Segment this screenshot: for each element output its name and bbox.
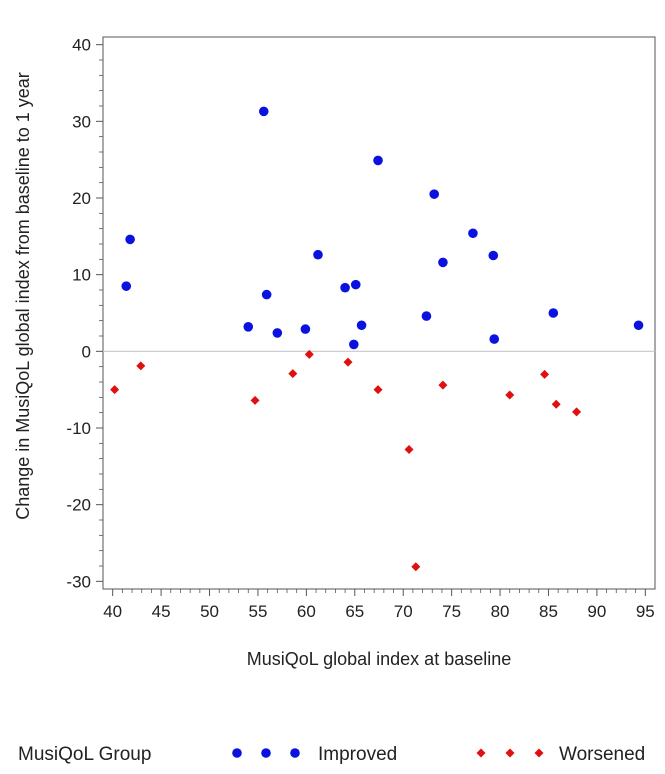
legend-worsened-symbol (505, 748, 515, 758)
point-improved (488, 250, 499, 261)
point-improved (349, 339, 359, 350)
y-tick-label: 10 (72, 266, 91, 285)
x-tick-label: 70 (394, 602, 413, 621)
point-improved (300, 324, 311, 334)
legend: MusiQoL Group Improved Worsened (18, 744, 645, 765)
point-improved (125, 234, 135, 245)
x-tick-label: 40 (103, 602, 122, 621)
point-improved (313, 249, 323, 260)
y-tick-label: -20 (66, 496, 91, 515)
point-worsened (110, 385, 120, 395)
point-worsened (343, 357, 353, 367)
point-worsened (136, 361, 146, 371)
point-worsened (250, 395, 260, 405)
plot-border (102, 36, 656, 590)
x-tick-label: 95 (636, 602, 655, 621)
point-worsened (304, 349, 314, 359)
x-axis-label: MusiQoL global index at baseline (247, 649, 512, 669)
point-improved (243, 322, 254, 332)
legend-worsened-markers (476, 748, 544, 758)
legend-improved-markers (232, 748, 300, 758)
point-worsened (572, 407, 582, 417)
y-axis-label: Change in MusiQoL global index from base… (13, 72, 33, 520)
x-tick-label: 45 (152, 602, 171, 621)
point-worsened (411, 562, 421, 572)
point-improved (272, 328, 283, 338)
x-tick-label: 50 (200, 602, 219, 621)
y-axis: -30 -20 -10 0 10 20 30 40 (66, 36, 103, 591)
point-improved (468, 228, 478, 239)
legend-title: MusiQoL Group (18, 744, 151, 765)
point-improved (350, 279, 361, 290)
point-improved (489, 334, 500, 344)
legend-improved-symbol (261, 748, 271, 758)
legend-improved-symbol (290, 748, 300, 758)
point-improved (121, 281, 132, 291)
y-tick-label: -10 (66, 419, 91, 438)
x-tick-label: 55 (248, 602, 267, 621)
point-improved (429, 189, 440, 199)
point-improved (373, 155, 383, 166)
point-worsened (540, 369, 550, 379)
x-tick-label: 90 (587, 602, 606, 621)
point-improved (261, 289, 272, 300)
plot-frame (102, 36, 656, 590)
legend-label-worsened: Worsened (559, 744, 645, 765)
x-tick-label: 75 (442, 602, 461, 621)
point-improved (438, 257, 448, 268)
data-points (110, 106, 644, 572)
y-tick-label: 0 (82, 342, 91, 361)
x-tick-label: 65 (345, 602, 364, 621)
point-worsened (505, 390, 515, 400)
x-tick-label: 85 (539, 602, 558, 621)
legend-worsened-symbol (534, 748, 544, 758)
point-improved (356, 320, 367, 331)
y-tick-label: 30 (72, 112, 91, 131)
point-improved (421, 311, 432, 321)
y-tick-label: -30 (66, 572, 91, 591)
x-tick-label: 80 (491, 602, 510, 621)
legend-label-improved: Improved (318, 744, 397, 765)
y-tick-label: 40 (72, 36, 91, 55)
point-worsened (438, 380, 448, 390)
point-worsened (404, 444, 414, 454)
point-improved (548, 308, 559, 318)
point-improved (340, 282, 350, 293)
point-worsened (373, 385, 383, 395)
x-axis: 40 45 50 55 60 65 70 75 80 85 90 95 (103, 589, 655, 621)
x-tick-label: 60 (297, 602, 316, 621)
point-improved (258, 106, 269, 117)
y-tick-label: 20 (72, 189, 91, 208)
point-worsened (288, 369, 298, 379)
point-improved (633, 320, 644, 331)
point-worsened (551, 399, 561, 409)
legend-worsened-symbol (476, 748, 486, 758)
legend-improved-symbol (232, 748, 242, 758)
